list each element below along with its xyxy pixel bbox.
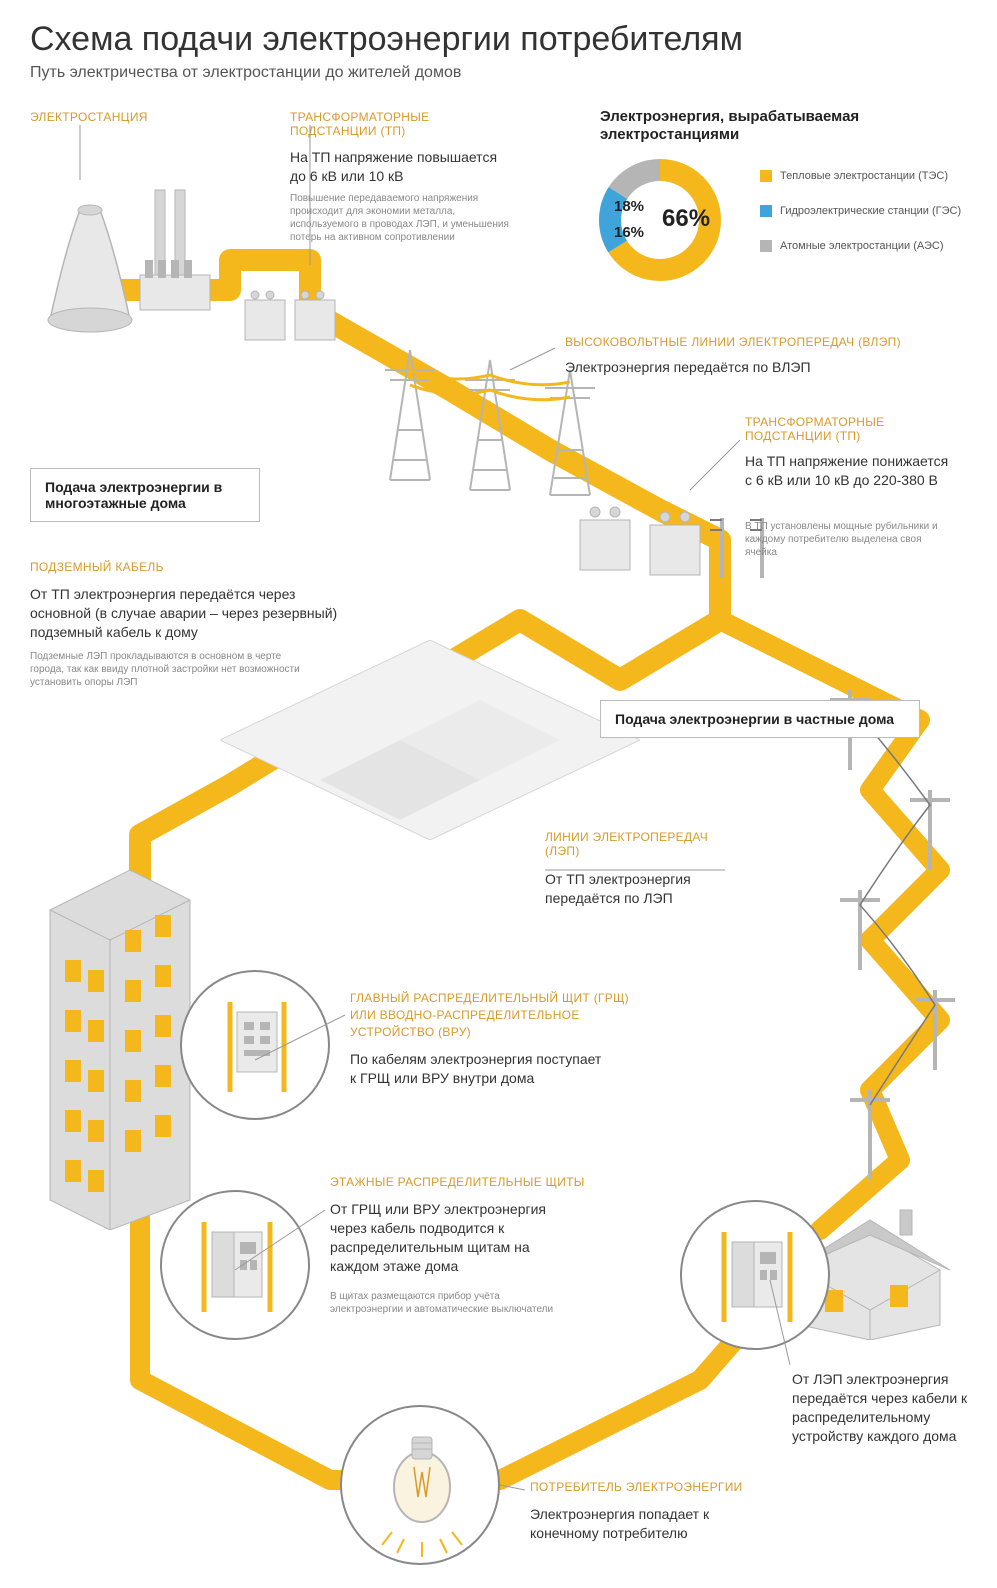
box-houses: Подача электроэнергии в частные дома: [600, 700, 920, 738]
label-powerplant: ЭЛЕКТРОСТАНЦИЯ: [30, 110, 148, 124]
power-poles-illustration: [810, 680, 980, 1200]
detail-circle-house-panel: [680, 1200, 830, 1350]
label-consumer-title: ПОТРЕБИТЕЛЬ ЭЛЕКТРОЭНЕРГИИ: [530, 1480, 743, 1494]
donut-value-blue: 18%: [614, 198, 644, 215]
powerplant-illustration: [30, 180, 240, 340]
label-underground-body: От ТП электроэнергия передаётся через ос…: [30, 585, 340, 642]
label-substation1-body: На ТП напряжение повышается до 6 кВ или …: [290, 148, 500, 186]
label-substation2-note: В ТП установлены мощные рубильники и каж…: [745, 520, 955, 559]
label-underground-note: Подземные ЛЭП прокладываются в основном …: [30, 650, 310, 689]
legend-row-0: Тепловые электростанции (ТЭС): [760, 170, 980, 182]
legend-label-1: Гидроэлектрические станции (ГЭС): [780, 205, 961, 217]
label-lep-body: От ТП электроэнергия передаётся по ЛЭП: [545, 870, 745, 908]
label-substation1-title: ТРАНСФОРМАТОРНЫЕ ПОДСТАНЦИИ (ТП): [290, 110, 470, 138]
legend-row-1: Гидроэлектрические станции (ГЭС): [760, 205, 980, 217]
donut-chart-title: Электроэнергия, вырабатываемая электрост…: [600, 108, 860, 144]
label-substation1-note: Повышение передаваемого напряжения проис…: [290, 192, 520, 244]
label-house-dist-body: От ЛЭП электроэнергия передаётся через к…: [792, 1370, 982, 1446]
label-substation2-title: ТРАНСФОРМАТОРНЫЕ ПОДСТАНЦИИ (ТП): [745, 415, 925, 443]
label-hv-lines-body: Электроэнергия передаётся по ВЛЭП: [565, 358, 811, 377]
label-consumer-body: Электроэнергия попадает к конечному потр…: [530, 1505, 760, 1543]
label-hv-lines-title: ВЫСОКОВОЛЬТНЫЕ ЛИНИИ ЭЛЕКТРОПЕРЕДАЧ (ВЛЭ…: [565, 335, 901, 349]
legend-label-0: Тепловые электростанции (ТЭС): [780, 170, 948, 182]
legend-row-2: Атомные электростанции (АЭС): [760, 240, 980, 252]
substation-1-illustration: [235, 270, 355, 350]
label-floor-panel-note: В щитах размещаются прибор учёта электро…: [330, 1290, 570, 1316]
detail-circle-bulb: [340, 1405, 500, 1565]
label-floor-panel-title: ЭТАЖНЫЕ РАСПРЕДЕЛИТЕЛЬНЫЕ ЩИТЫ: [330, 1175, 610, 1189]
donut-value-large: 66%: [662, 205, 710, 233]
box-apartments: Подача электроэнергии в многоэтажные дом…: [30, 468, 260, 522]
legend-swatch-blue: [760, 205, 772, 217]
label-main-panel-title: ГЛАВНЫЙ РАСПРЕДЕЛИТЕЛЬНЫЙ ЩИТ (ГРЩ) ИЛИ …: [350, 990, 630, 1040]
legend-swatch-gray: [760, 240, 772, 252]
donut-value-gray: 16%: [614, 224, 644, 241]
legend-label-2: Атомные электростанции (АЭС): [780, 240, 944, 252]
label-underground-title: ПОДЗЕМНЫЙ КАБЕЛЬ: [30, 560, 164, 574]
detail-circle-floor-panel: [160, 1190, 310, 1340]
label-lep-title: ЛИНИИ ЭЛЕКТРОПЕРЕДАЧ (ЛЭП): [545, 830, 745, 858]
label-main-panel-body: По кабелям электроэнергия поступает к ГР…: [350, 1050, 610, 1088]
page-title: Схема подачи электроэнергии потребителям: [30, 20, 743, 59]
detail-circle-main-panel: [180, 970, 330, 1120]
label-substation2-body: На ТП напряжение понижается с 6 кВ или 1…: [745, 452, 955, 490]
page-subtitle: Путь электричества от электростанции до …: [30, 64, 461, 82]
legend-swatch-orange: [760, 170, 772, 182]
label-floor-panel-body: От ГРЩ или ВРУ электроэнергия через кабе…: [330, 1200, 580, 1276]
